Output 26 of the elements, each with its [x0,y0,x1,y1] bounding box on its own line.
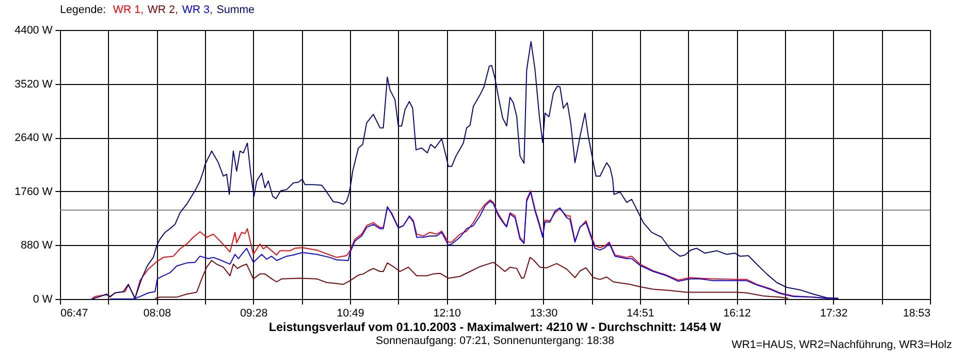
x-tick-label: 16:12 [723,308,751,320]
x-tick-label: 14:51 [626,308,654,320]
y-tick-label: 4400 W [14,24,54,36]
text: WR1=HAUS, WR2=Nachführung, WR3=Holz [732,339,952,351]
x-tick-label: 12:10 [433,308,461,320]
text: Sonnenaufgang: 07:21, Sonnenuntergang: 18:38 [376,335,614,347]
legend-title: Legende: [60,4,107,16]
y-tick-label: 1760 W [14,186,54,198]
x-tick-label: 10:49 [336,308,364,320]
y-tick-label: 880 W [20,240,54,252]
x-tick-label: 08:08 [143,308,171,320]
x-tick-label: 09:28 [240,308,268,320]
x-tick-label: 18:53 [902,308,930,320]
line-series [154,256,789,299]
line-series [91,41,839,300]
y-tick-label: 0 W [32,294,54,306]
y-tick-label: 2640 W [14,132,54,144]
x-tick-label: 13:30 [530,308,558,320]
x-tick-label: 06:47 [60,308,88,320]
text: Summe [216,4,255,16]
text: Leistungsverlauf vom 01.10.2003 - Maximalwert: 4210 W - Durchschnitt: 1454 W [268,320,722,334]
x-tick-label: 17:32 [820,308,848,320]
text: WR 3, [182,4,213,16]
y-tick-label: 3520 W [14,78,54,90]
text: WR 2, [148,4,178,16]
text: WR 1, [112,4,144,16]
